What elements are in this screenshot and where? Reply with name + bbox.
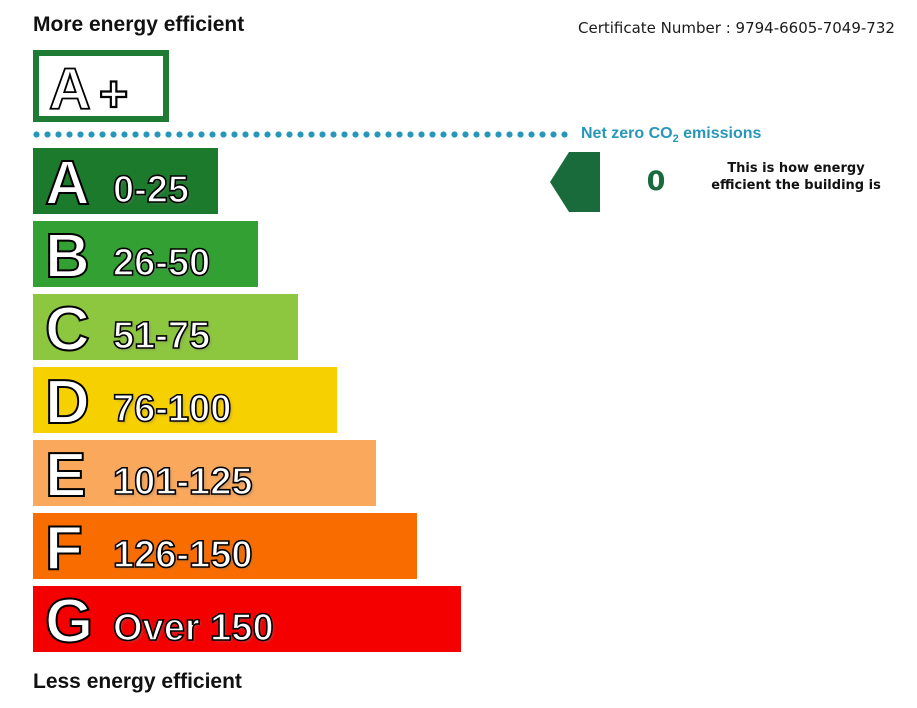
band-row-d: D 76-100 — [33, 367, 337, 437]
a-plus-sign: + — [98, 66, 129, 122]
band-letter-b: B — [44, 222, 91, 291]
net-zero-label: Net zero CO2 emissions — [581, 125, 761, 145]
band-range-e: 101-125 — [112, 461, 253, 503]
band-letter-f: F — [44, 514, 84, 583]
band-row-b: B 26-50 — [33, 221, 258, 291]
band-letter-c: C — [44, 295, 91, 364]
net-zero-dotted-line — [33, 131, 570, 138]
current-rating-caption: This is how energy efficient the buildin… — [700, 160, 892, 194]
band-row-f: F 126-150 — [33, 513, 417, 583]
band-range-a: 0-25 — [112, 169, 190, 211]
band-range-c: 51-75 — [112, 315, 211, 357]
more-energy-efficient-label: More energy efficient — [33, 13, 245, 36]
rating-bands: A 0-25 B 26-50 C 51-75 D 76-100 E 101-12… — [33, 148, 461, 659]
certificate-number: Certificate Number : 9794-6605-7049-732 — [578, 19, 895, 37]
less-energy-efficient-label: Less energy efficient — [33, 670, 242, 693]
caption-line-1: This is how energy — [727, 161, 865, 176]
current-rating-value: 0 — [646, 166, 666, 197]
net-zero-prefix: Net zero CO — [581, 125, 673, 142]
current-rating-arrow-icon — [550, 152, 600, 212]
caption-line-2: efficient the building is — [711, 178, 881, 193]
band-letter-g: G — [44, 587, 94, 656]
band-row-c: C 51-75 — [33, 294, 298, 364]
band-letter-e: E — [44, 441, 87, 510]
band-letter-d: D — [44, 368, 91, 437]
band-range-g: Over 150 — [112, 607, 274, 649]
band-range-b: 26-50 — [112, 242, 211, 284]
band-row-g: G Over 150 — [33, 586, 461, 656]
band-row-a: A 0-25 — [33, 148, 218, 218]
a-plus-letter: A — [48, 57, 92, 122]
band-row-e: E 101-125 — [33, 440, 376, 510]
net-zero-subscript: 2 — [672, 133, 679, 146]
net-zero-suffix: emissions — [678, 125, 762, 142]
band-range-f: 126-150 — [112, 534, 253, 576]
band-letter-a: A — [44, 149, 91, 218]
band-a-plus: A + — [33, 50, 169, 122]
band-range-d: 76-100 — [112, 388, 232, 430]
